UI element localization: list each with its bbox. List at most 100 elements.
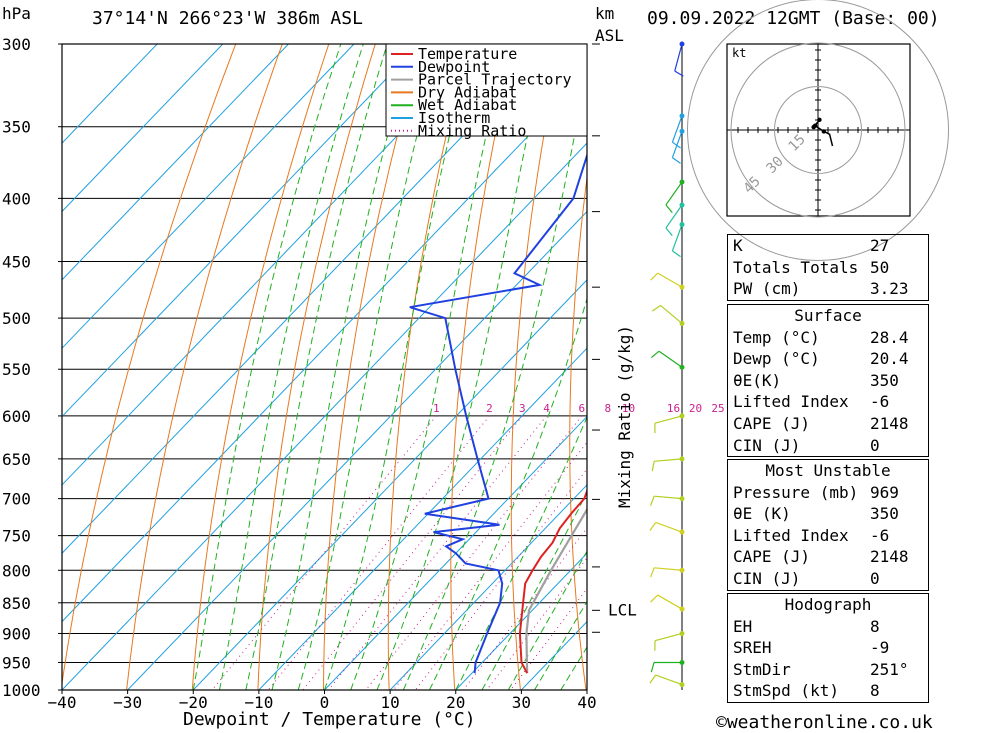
mixing-ratio-label: 6 <box>579 402 586 415</box>
mixing-ratio-label: 25 <box>711 402 724 415</box>
wind-barb-shaft <box>654 632 683 642</box>
wet-adiabat-line <box>324 44 473 690</box>
wind-barb-shaft <box>654 415 683 424</box>
y-tick-label: 450 <box>2 253 31 272</box>
wind-barb-shaft <box>674 43 683 72</box>
wind-barb-shaft <box>657 594 683 610</box>
mixing-ratio-line <box>328 415 547 690</box>
dry-adiabat-line <box>323 44 423 690</box>
dry-adiabat-line <box>569 173 587 690</box>
wind-barb-flag <box>674 70 684 77</box>
hodograph-stats-label: EH <box>733 616 753 636</box>
hodograph-stats-value: 251° <box>870 659 909 679</box>
hodograph-stats-value: 8 <box>870 616 880 636</box>
x-tick-label: −10 <box>244 693 273 712</box>
mixing-ratio-line <box>211 415 437 690</box>
wind-barb-flag <box>650 662 655 673</box>
most-unstable-row: θE (K) 350 <box>728 503 928 525</box>
height-unit-asl: ASL <box>595 26 624 45</box>
wet-adiabat-line <box>534 600 587 690</box>
x-tick-label: 30 <box>512 693 531 712</box>
wind-level-dot <box>679 284 685 290</box>
most-unstable-label: Pressure (mb) <box>733 482 859 502</box>
pressure-unit-label: hPa <box>2 4 31 23</box>
mixing-ratio-line <box>393 441 587 690</box>
wind-barb-flag <box>650 272 659 281</box>
mixing-ratio-line <box>365 415 583 690</box>
copyright-footer: ©weatheronline.co.uk <box>716 712 933 733</box>
most-unstable-label: CIN (J) <box>733 568 801 588</box>
wet-adiabat-line <box>271 44 414 690</box>
x-tick-label: −40 <box>48 693 77 712</box>
isotherm-line <box>62 44 355 349</box>
dry-adiabat-line <box>257 44 376 690</box>
hodograph-stats-panel: Hodograph EH 8 SREH -9 StmDir 251° StmSp… <box>727 593 929 703</box>
surface-row: θE(K) 350 <box>728 370 928 392</box>
wind-level-dot <box>679 682 685 688</box>
wind-barb-shaft <box>655 674 683 686</box>
wind-barb-flag <box>649 522 657 531</box>
wind-level-dot <box>679 320 685 326</box>
y-tick-label: 950 <box>2 653 31 672</box>
y-tick-label: 1000 <box>2 681 41 700</box>
isotherm-line <box>62 44 486 486</box>
hodograph-stats-value: 8 <box>870 681 880 701</box>
wet-adiabat-line <box>402 72 587 690</box>
hodograph-stats-row: EH 8 <box>728 616 928 638</box>
mixing-ratio-label: 1 <box>433 402 440 415</box>
surface-value: 350 <box>870 370 899 390</box>
wind-barb-shaft <box>654 458 683 462</box>
most-unstable-row: Pressure (mb) 969 <box>728 482 928 504</box>
isotherm-line <box>62 44 421 418</box>
wind-level-dot <box>679 113 685 119</box>
most-unstable-label: CAPE (J) <box>733 547 811 567</box>
wet-adiabat-line <box>350 44 508 690</box>
most-unstable-label: Lifted Index <box>733 525 849 545</box>
wind-barb-flag <box>672 250 681 258</box>
most-unstable-value: 0 <box>870 568 880 588</box>
y-tick-label: 300 <box>2 35 31 54</box>
y-tick-label: 850 <box>2 594 31 613</box>
surface-value: 20.4 <box>870 349 909 369</box>
x-tick-label: 10 <box>380 693 399 712</box>
wind-level-dot <box>679 567 685 573</box>
surface-row: CAPE (J) 2148 <box>728 413 928 435</box>
mixing-ratio-label: 3 <box>519 402 526 415</box>
y-tick-label: 750 <box>2 527 31 546</box>
isotherm-line <box>192 279 587 690</box>
surface-label: CIN (J) <box>733 435 801 455</box>
dry-adiabat-line <box>450 44 516 690</box>
index-value: 3.23 <box>870 279 909 299</box>
wind-level-dot <box>679 529 685 535</box>
legend-label: Isotherm <box>418 109 490 127</box>
datetime-title: 09.09.2022 12GMT (Base: 00) <box>647 8 940 29</box>
wind-barb-shaft <box>657 272 683 288</box>
mixing-ratio-line <box>486 557 587 690</box>
lcl-label: LCL <box>608 600 637 619</box>
index-value: 27 <box>870 236 890 255</box>
isotherm-line <box>62 142 587 690</box>
surface-label: Dewp (°C) <box>733 349 820 369</box>
y-tick-label: 350 <box>2 118 31 137</box>
wind-barb-shaft <box>671 224 683 252</box>
wet-adiabat-line <box>455 416 587 690</box>
wind-barb-shaft <box>654 495 683 500</box>
x-tick-label: −30 <box>113 693 142 712</box>
most-unstable-row: Lifted Index -6 <box>728 525 928 547</box>
most-unstable-value: 969 <box>870 482 899 502</box>
mixing-ratio-label: 20 <box>689 402 702 415</box>
legend-label: Parcel Trajectory <box>418 71 572 89</box>
most-unstable-value: 2148 <box>870 547 909 567</box>
mixing-ratio-label: 8 <box>604 402 611 415</box>
y-tick-label: 400 <box>2 189 31 208</box>
most-unstable-title: Most Unstable <box>765 461 891 480</box>
wind-level-dot <box>679 128 685 134</box>
isotherm-line <box>62 44 289 281</box>
wet-adiabat-line <box>297 44 442 690</box>
x-axis-title: Dewpoint / Temperature (°C) <box>183 709 476 730</box>
legend-label: Wet Adiabat <box>418 96 517 114</box>
most-unstable-panel: Most Unstable Pressure (mb) 969 θE (K) 3… <box>727 459 929 591</box>
wind-level-dot <box>679 456 685 462</box>
location-title: 37°14'N 266°23'W 386m ASL <box>92 8 363 29</box>
